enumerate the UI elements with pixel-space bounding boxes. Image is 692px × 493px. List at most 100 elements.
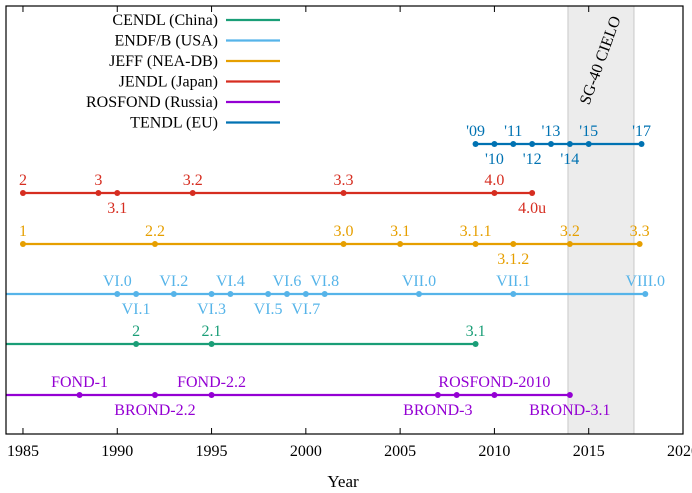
- release-label: VI.6: [273, 273, 302, 290]
- release-label: VII.1: [496, 273, 530, 290]
- release-point: [19, 190, 26, 196]
- release-point: [189, 190, 196, 196]
- release-point: [114, 190, 121, 196]
- release-label: 3.3: [630, 223, 650, 240]
- release-label: VI.1: [122, 301, 151, 318]
- series-cendl: 2 2.1 3.1: [6, 323, 486, 347]
- x-tick-label: 2020: [667, 443, 692, 460]
- x-tick-label: 1990: [101, 443, 133, 460]
- release-label: 4.0u: [518, 200, 546, 217]
- release-point: [638, 141, 645, 147]
- release-point: [133, 291, 140, 297]
- series-jeff: 1 2.2 3.0 3.1 3.1.1 3.1.2 3.2 3.3: [19, 223, 650, 268]
- release-label: '17: [632, 123, 651, 140]
- release-point: [19, 241, 26, 247]
- release-label: VIII.0: [626, 273, 666, 290]
- release-label: 3.0: [334, 223, 354, 240]
- release-point: [208, 291, 215, 297]
- release-point: [510, 291, 517, 297]
- release-point: [566, 392, 573, 398]
- x-tick-label: 1985: [7, 443, 39, 460]
- release-label: BROND-3: [403, 402, 472, 419]
- legend-label: CENDL (China): [112, 12, 218, 29]
- release-point: [529, 190, 536, 196]
- release-point: [265, 291, 272, 297]
- release-label: '12: [523, 151, 542, 168]
- legend-label: ROSFOND (Russia): [86, 94, 218, 111]
- legend-label: JENDL (Japan): [119, 74, 218, 91]
- release-label: 2.1: [202, 323, 222, 340]
- x-axis-label: Year: [327, 472, 359, 491]
- release-label: FOND-2.2: [177, 374, 246, 391]
- release-label: 3.2: [560, 223, 580, 240]
- legend-label: ENDF/B (USA): [114, 33, 218, 50]
- release-point: [340, 241, 347, 247]
- release-point: [547, 141, 554, 147]
- release-label: VI.5: [254, 301, 283, 318]
- release-point: [585, 141, 592, 147]
- series-rosfond: FOND-1 BROND-2.2 FOND-2.2 BROND-3 ROSFOND-20…: [6, 374, 611, 419]
- release-label: 3.1: [107, 200, 127, 217]
- release-point: [453, 392, 460, 398]
- release-point: [510, 241, 517, 247]
- release-label: VI.7: [291, 301, 320, 318]
- release-point: [340, 190, 347, 196]
- release-label: VI.0: [103, 273, 132, 290]
- release-point: [321, 291, 328, 297]
- release-point: [114, 291, 121, 297]
- release-point: [434, 392, 441, 398]
- x-tick-label: 2015: [573, 443, 605, 460]
- release-label: VI.4: [216, 273, 245, 290]
- release-point: [283, 291, 290, 297]
- x-tick-label: 2005: [384, 443, 416, 460]
- release-label: '14: [560, 151, 579, 168]
- release-label: 3.1: [390, 223, 410, 240]
- release-label: 2: [132, 323, 140, 340]
- release-label: BROND-2.2: [114, 402, 195, 419]
- release-point: [397, 241, 404, 247]
- release-point: [472, 241, 479, 247]
- release-point: [95, 190, 102, 196]
- release-label: VI.8: [310, 273, 339, 290]
- release-label: '15: [579, 123, 598, 140]
- release-label: 1: [19, 223, 27, 240]
- release-point: [170, 291, 177, 297]
- release-point: [472, 141, 479, 147]
- release-label: 3.1: [466, 323, 486, 340]
- release-point: [566, 141, 573, 147]
- series-jendl: 2 3 3.1 3.2 3.3 4.0 4.0u: [19, 172, 546, 217]
- release-point: [566, 241, 573, 247]
- legend-label: TENDL (EU): [130, 115, 218, 132]
- release-point: [76, 392, 83, 398]
- release-label: BROND-3.1: [529, 402, 610, 419]
- release-label: 4.0: [484, 172, 504, 189]
- release-label: VI.2: [159, 273, 188, 290]
- release-point: [491, 190, 498, 196]
- release-label: 3.1.2: [497, 251, 529, 268]
- release-point: [642, 291, 649, 297]
- release-point: [529, 141, 536, 147]
- release-label: 2: [19, 172, 27, 189]
- release-label: 2.2: [145, 223, 165, 240]
- release-point: [302, 291, 309, 297]
- plot-frame: [5, 5, 684, 435]
- release-point: [208, 341, 215, 347]
- release-label: '13: [542, 123, 561, 140]
- release-point: [491, 141, 498, 147]
- series-endf: VI.0 VI.1 VI.2 VI.3 VI.4 VI.5 VI.6 VI.7 VI.8 VII.…: [6, 273, 665, 318]
- release-label: 3.3: [334, 172, 354, 189]
- release-point: [636, 241, 643, 247]
- release-point: [415, 291, 422, 297]
- release-label: '09: [466, 123, 485, 140]
- release-label: 3: [94, 172, 102, 189]
- x-tick-label: 1995: [196, 443, 228, 460]
- release-label: VI.3: [197, 301, 226, 318]
- release-label: '10: [485, 151, 504, 168]
- release-label: '11: [504, 123, 522, 140]
- release-point: [208, 392, 215, 398]
- release-point: [227, 291, 234, 297]
- release-point: [151, 241, 158, 247]
- release-label: 3.1.1: [460, 223, 492, 240]
- release-label: VII.0: [402, 273, 436, 290]
